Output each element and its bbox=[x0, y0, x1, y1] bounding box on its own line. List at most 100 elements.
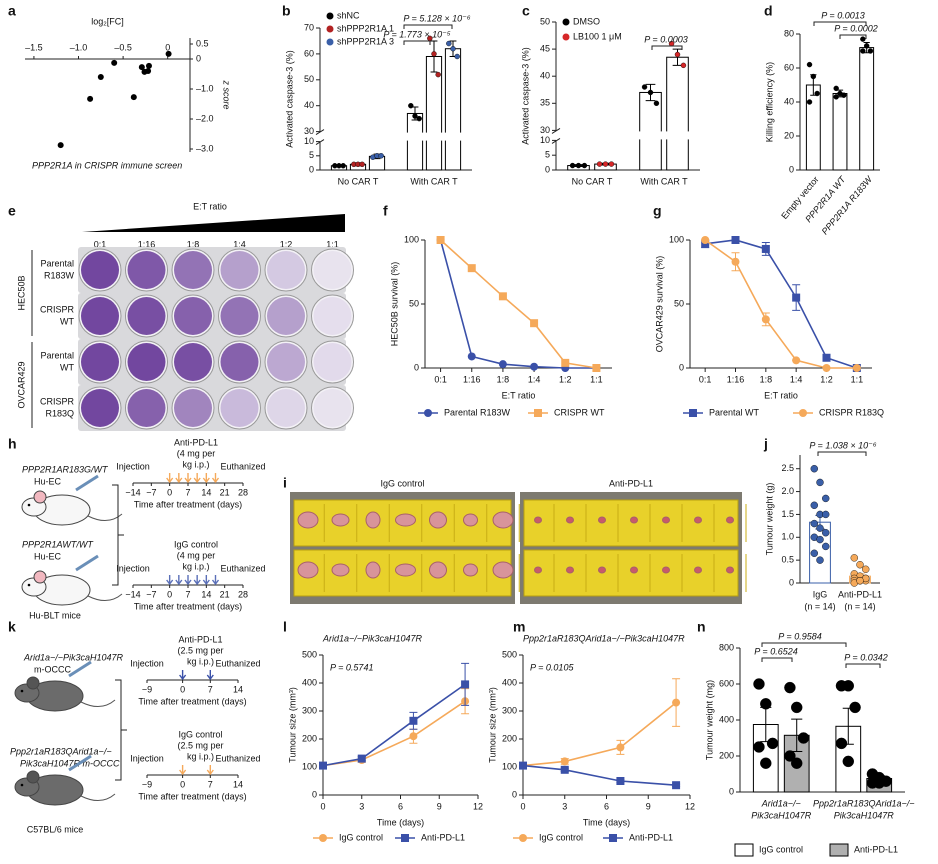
tumour bbox=[463, 563, 478, 577]
well-stain bbox=[81, 297, 119, 335]
y-tick-label: 60 bbox=[784, 62, 794, 72]
dose-arrow bbox=[166, 473, 174, 484]
mouse-ear bbox=[26, 676, 40, 690]
marker bbox=[701, 236, 710, 244]
y-axis-label: Activated caspase-3 (%) bbox=[284, 50, 294, 148]
x-tick-label: Arid1a−/− bbox=[761, 798, 801, 808]
x-axis-label: Time (days) bbox=[377, 817, 424, 827]
mouse-eye bbox=[20, 783, 24, 787]
bar bbox=[666, 56, 689, 171]
y-tick-label: 1.5 bbox=[781, 509, 794, 519]
column-label: 1:4 bbox=[233, 239, 246, 249]
marker bbox=[561, 358, 570, 367]
y-tick-label: 100 bbox=[404, 234, 419, 244]
data-point bbox=[814, 90, 820, 97]
y-tick-label: 200 bbox=[502, 733, 517, 743]
y-tick-label: 0.5 bbox=[781, 555, 794, 565]
legend-label: Parental WT bbox=[709, 407, 760, 417]
data-point bbox=[602, 161, 609, 167]
marker bbox=[436, 236, 445, 244]
dose-arrow bbox=[211, 575, 220, 586]
y-tick-label: 60 bbox=[304, 48, 314, 58]
data-point bbox=[816, 524, 824, 532]
well-stain bbox=[81, 251, 119, 289]
data-point bbox=[753, 678, 765, 690]
tumour bbox=[726, 566, 734, 574]
p-value: P = 5.128 × 10⁻⁶ bbox=[403, 13, 470, 23]
timeline-tick-label: 21 bbox=[220, 589, 230, 599]
well bbox=[218, 386, 261, 430]
data-point bbox=[416, 115, 422, 122]
y-tick-label: 0 bbox=[789, 164, 794, 174]
group-label: OVCAR429 bbox=[16, 361, 26, 408]
y-tick-label: 200 bbox=[719, 750, 734, 760]
legend-label: IgG control bbox=[539, 832, 583, 842]
panel-label: b bbox=[282, 3, 291, 19]
axis-break bbox=[314, 132, 472, 141]
x-tick-label: 9 bbox=[646, 801, 651, 811]
well-stain bbox=[267, 343, 305, 381]
x-tick-note: (n = 14) bbox=[804, 601, 835, 611]
bracket bbox=[761, 657, 793, 662]
x-tick-label: 3 bbox=[562, 801, 567, 811]
y-tick-label: 2.5 bbox=[781, 463, 794, 473]
y-tick-label: 35 bbox=[540, 98, 550, 108]
panel-label: l bbox=[283, 619, 287, 635]
data-point bbox=[833, 94, 839, 100]
bar bbox=[444, 48, 462, 171]
data-point bbox=[753, 741, 765, 753]
y-tick-label: 45 bbox=[540, 43, 550, 53]
genotype: PPP2R1AR183G/WT bbox=[22, 464, 109, 474]
panel-label: c bbox=[522, 3, 530, 19]
x-tick-label: PPP2R1A R183W bbox=[820, 173, 875, 236]
well-stain bbox=[81, 343, 119, 381]
marker bbox=[672, 781, 681, 790]
x-tick-label: 1:4 bbox=[790, 374, 803, 384]
marker bbox=[616, 777, 625, 785]
data-point bbox=[340, 163, 346, 169]
well-stain bbox=[220, 251, 259, 289]
tumour bbox=[598, 516, 606, 524]
header: E:T ratio bbox=[193, 201, 227, 211]
y-tick-label: 300 bbox=[302, 705, 317, 715]
panel-label: a bbox=[8, 3, 16, 19]
dose-arrow bbox=[211, 473, 220, 484]
y-tick-label: 400 bbox=[302, 677, 317, 687]
row-label: CRISPR bbox=[40, 396, 75, 406]
timeline-tick-label: 21 bbox=[220, 487, 230, 497]
y-tick-label: 0 bbox=[729, 786, 734, 796]
model: Pik3caH1047R m-OCCC bbox=[20, 758, 120, 768]
row-label: Parental bbox=[40, 350, 74, 360]
data-point bbox=[57, 142, 64, 149]
data-point bbox=[791, 701, 803, 714]
panel-label: d bbox=[764, 3, 773, 19]
legend-label: CRISPR WT bbox=[554, 407, 605, 417]
marker bbox=[534, 409, 542, 417]
panel-label: m bbox=[513, 619, 525, 635]
y-tick-label: 0 bbox=[414, 362, 419, 372]
x-tick-label: 1:8 bbox=[760, 374, 773, 384]
x-tick-label: 12 bbox=[685, 801, 695, 811]
well-stain bbox=[81, 389, 119, 427]
mouse-tail bbox=[80, 793, 116, 801]
dose-arrow bbox=[206, 765, 214, 776]
legend-label: IgG control bbox=[339, 832, 383, 842]
y-tick-label: 5 bbox=[309, 150, 314, 160]
marker bbox=[530, 362, 539, 371]
y-tick-label: –3.0 bbox=[196, 143, 214, 153]
marker bbox=[560, 765, 569, 774]
treatment-label: kg i.p.) bbox=[187, 656, 214, 666]
tumour bbox=[694, 566, 702, 574]
bracket bbox=[403, 40, 431, 45]
y-axis-label: Tumour weight (mg) bbox=[704, 680, 714, 760]
data-point bbox=[816, 556, 824, 564]
data-point bbox=[575, 162, 582, 169]
y-tick-label: –1.0 bbox=[196, 83, 214, 93]
y-tick-label: 400 bbox=[502, 677, 517, 687]
timeline-tick-label: −7 bbox=[146, 487, 156, 497]
caption: PPP2R1A in CRISPR immune screen bbox=[32, 160, 182, 170]
panel-label: f bbox=[383, 203, 388, 219]
bar bbox=[406, 112, 424, 171]
x-tick-label: 1:1 bbox=[851, 374, 864, 384]
timeline-xlabel: Time after treatment (days) bbox=[138, 696, 246, 706]
